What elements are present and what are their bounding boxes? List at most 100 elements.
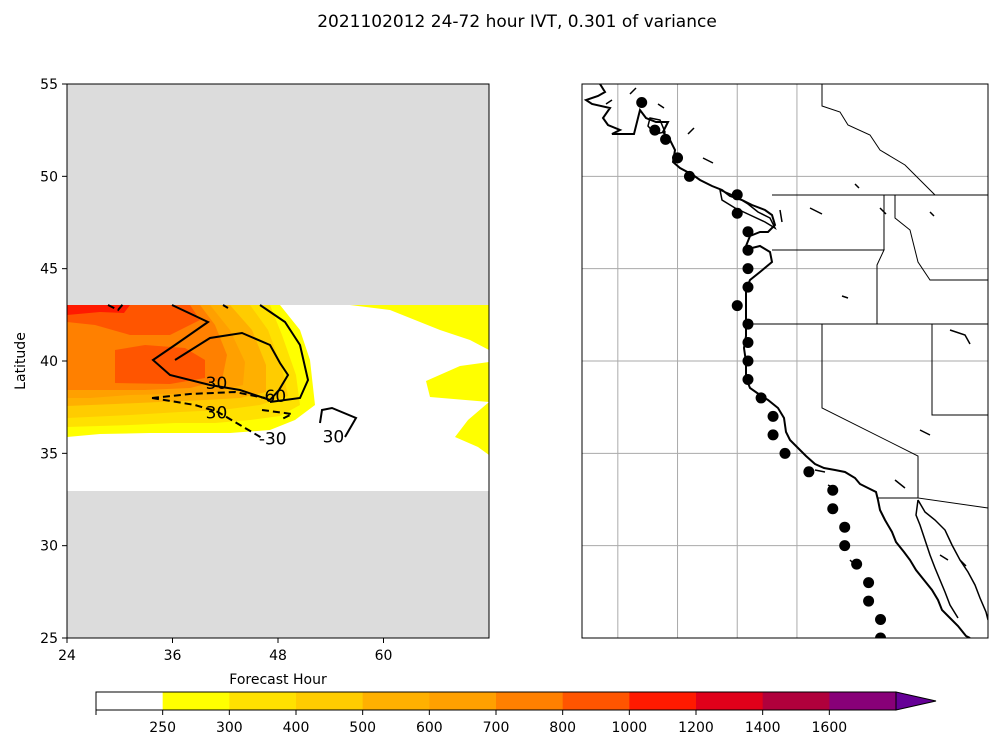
map-point — [683, 170, 695, 182]
map-point — [875, 614, 887, 626]
map-point — [863, 595, 875, 607]
map-point — [742, 318, 754, 330]
map-point — [742, 337, 754, 349]
contour-line-neg30d — [107, 302, 125, 312]
contour-line-30c — [319, 406, 358, 438]
map-point — [827, 484, 839, 496]
map-point — [742, 263, 754, 275]
colorbar-segment — [162, 692, 230, 710]
x-tick-label: 48 — [269, 648, 287, 664]
contour-line-30b — [174, 331, 290, 401]
y-tick-label: 25 — [40, 631, 58, 647]
contour-line-60b — [259, 304, 310, 403]
map-frame — [581, 83, 989, 639]
map-point — [863, 577, 875, 589]
y-axis-label: Latitude — [13, 332, 29, 390]
y-tick-label: 30 — [40, 539, 58, 555]
map-point — [731, 300, 743, 312]
map-point — [649, 124, 661, 136]
x-axis-ticks: 24 36 48 60 — [58, 638, 392, 664]
colorbar-tick-label: 1000 — [612, 720, 648, 736]
missing-data-top — [67, 84, 489, 305]
canada-province-borders — [821, 84, 936, 196]
colorbar-segment — [829, 692, 897, 710]
contour-label: 60 — [265, 387, 287, 407]
map-point — [827, 503, 839, 515]
colorbar-segment — [496, 692, 564, 710]
colorbar-tick-label: 1600 — [812, 720, 848, 736]
colorbar-segment — [229, 692, 297, 710]
map-point — [636, 96, 648, 108]
map-points — [636, 96, 887, 638]
contour-line-neg30a — [151, 390, 266, 399]
map-point — [755, 392, 767, 404]
map-point — [672, 152, 684, 164]
haida-gwaii — [647, 117, 667, 135]
map-point — [767, 429, 779, 441]
y-tick-label: 40 — [40, 354, 58, 370]
y-tick-label: 55 — [40, 77, 58, 93]
map-point — [839, 521, 851, 533]
x-tick-label: 24 — [58, 648, 76, 664]
contour-line-neg30c — [261, 409, 296, 421]
map-gridlines — [582, 84, 988, 638]
map-point — [839, 540, 851, 552]
contour-label: 30 — [323, 428, 345, 448]
colorbar-tick-label: 800 — [549, 720, 576, 736]
map-point — [779, 447, 791, 459]
contour-label: -30 — [259, 430, 287, 450]
colorbar-tick-label: 700 — [483, 720, 510, 736]
contour-labels: 30 60 30 -30 30 — [206, 374, 345, 449]
ivt-fill-800-north — [67, 305, 200, 335]
coast-map — [581, 83, 989, 639]
colorbar-segment — [96, 692, 164, 710]
map-point — [660, 133, 672, 145]
x-tick-label: 36 — [164, 648, 182, 664]
map-point — [731, 207, 743, 219]
map-point — [742, 244, 754, 256]
baja-east-coast — [915, 499, 959, 619]
x-axis-label: Forecast Hour — [229, 672, 327, 688]
x-tick-label: 60 — [375, 648, 393, 664]
contour-line-30a — [151, 304, 271, 401]
ivt-contour-plot: 30 60 30 -30 30 24 36 48 60 25 30 35 40 45 50 55 Fore… — [13, 77, 490, 688]
map-point — [742, 355, 754, 367]
colorbar-segment — [296, 692, 364, 710]
vancouver-island — [718, 188, 777, 230]
map-point — [742, 226, 754, 238]
y-axis-ticks: 25 30 35 40 45 50 55 — [40, 77, 67, 647]
contour-line-60 — [222, 304, 229, 309]
colorbar-segment — [629, 692, 697, 710]
colorbar-segment — [696, 692, 764, 710]
colorbar-segment — [429, 692, 497, 710]
colorbar: 250 300 400 500 600 700 800 1000 1200 1400 1600 — [95, 691, 937, 736]
colorbar-tick-label: 1400 — [745, 720, 781, 736]
colorbar-tick-label: 400 — [283, 720, 310, 736]
contour-line-neg30b — [151, 397, 263, 439]
map-point — [767, 410, 779, 422]
contour-label: 30 — [206, 374, 228, 394]
colorbar-tick-label: 1200 — [678, 720, 714, 736]
colorbar-segment — [562, 692, 630, 710]
map-point — [851, 558, 863, 570]
colorbar-segments — [95, 691, 937, 711]
colorbar-tick-label: 600 — [416, 720, 443, 736]
y-tick-label: 45 — [40, 262, 58, 278]
map-point — [803, 466, 815, 478]
ivt-fill-250-east — [426, 362, 489, 455]
y-tick-label: 35 — [40, 446, 58, 462]
colorbar-segment — [362, 692, 430, 710]
y-tick-label: 50 — [40, 169, 58, 185]
map-point — [731, 189, 743, 201]
colorbar-ticks: 250 300 400 500 600 700 800 1000 1200 1400 1600 — [95, 710, 848, 736]
colorbar-tick-label: 250 — [149, 720, 176, 736]
colorbar-tick-label: 300 — [216, 720, 243, 736]
map-point — [742, 281, 754, 293]
missing-data-bottom — [67, 491, 489, 638]
contour-label: 30 — [206, 404, 228, 424]
map-point — [742, 373, 754, 385]
figure-title: 2021102012 24-72 hour IVT, 0.301 of vari… — [317, 12, 717, 32]
map-point — [875, 632, 887, 638]
state-borders — [746, 194, 988, 509]
